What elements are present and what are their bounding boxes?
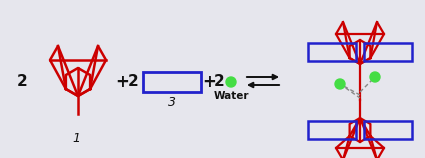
Bar: [308, 43, 356, 61]
Text: +: +: [115, 73, 129, 91]
Text: 1: 1: [72, 131, 80, 145]
Bar: [143, 72, 201, 92]
Circle shape: [335, 79, 345, 89]
Circle shape: [370, 72, 380, 82]
Bar: [308, 121, 356, 139]
Text: 3: 3: [168, 97, 176, 109]
Bar: [364, 121, 412, 139]
Text: 2: 2: [128, 75, 139, 89]
Text: +: +: [202, 73, 216, 91]
Text: Water: Water: [213, 91, 249, 101]
Circle shape: [226, 77, 236, 87]
Text: 2: 2: [214, 75, 224, 89]
Bar: [364, 43, 412, 61]
Text: 2: 2: [17, 75, 27, 89]
